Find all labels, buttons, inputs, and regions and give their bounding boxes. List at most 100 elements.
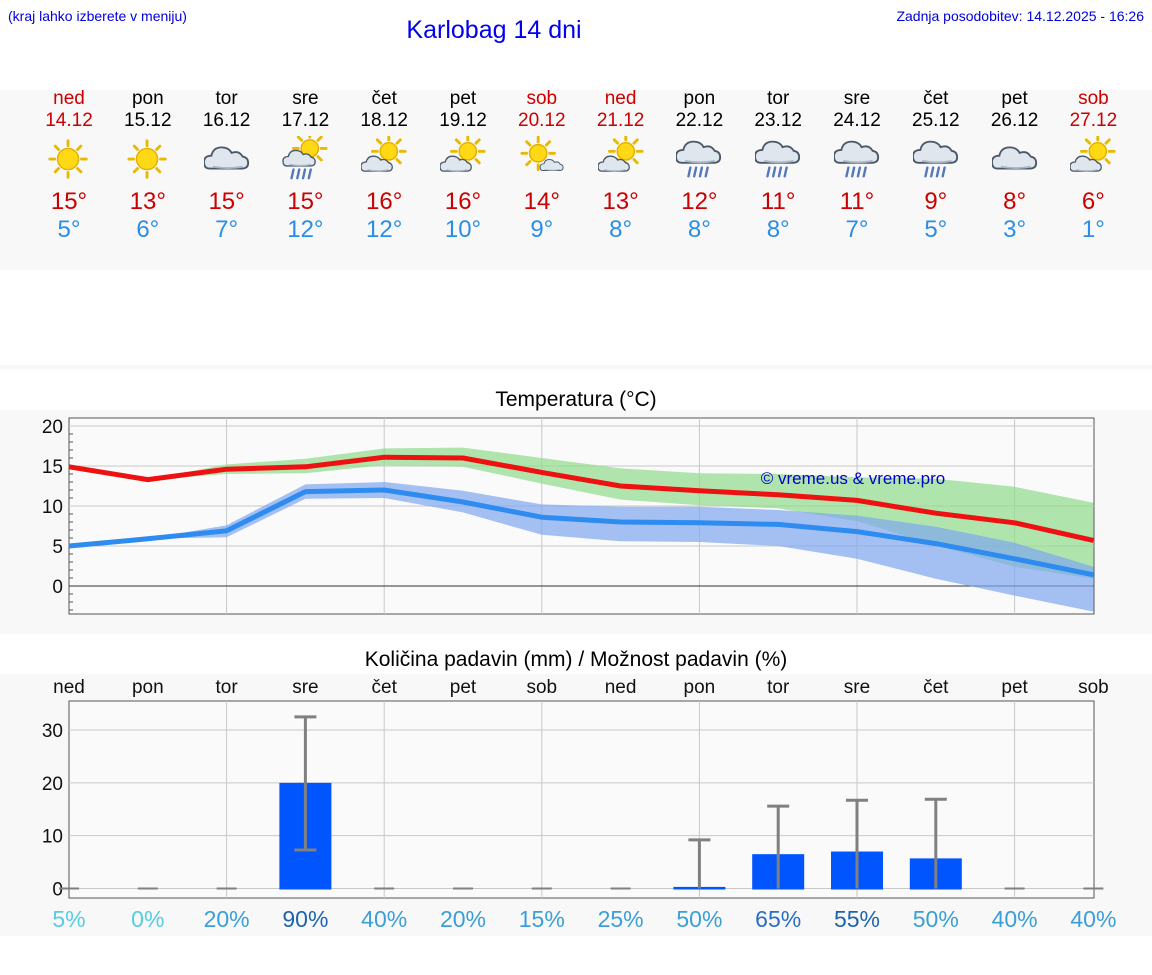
- max-temp-line: [68, 454, 1094, 543]
- day-name: pon: [683, 88, 716, 109]
- y-tick-label: 5: [52, 537, 63, 558]
- day-column: pon 15.12 13° 6°: [108, 88, 188, 244]
- temp-max: 11°: [839, 188, 875, 215]
- day-label: čet: [923, 677, 949, 698]
- day-date: 16.12: [202, 110, 251, 131]
- sun-cloud-icon: [361, 136, 407, 172]
- day-label: pon: [132, 677, 164, 698]
- day-date: 26.12: [990, 110, 1039, 131]
- day-name: ned: [604, 88, 637, 109]
- sun-icon: [127, 139, 167, 179]
- day-name: pon: [131, 88, 164, 109]
- day-name: čet: [923, 88, 949, 109]
- day-label: sob: [526, 677, 557, 698]
- day-name: sre: [292, 88, 319, 109]
- day-label: pon: [684, 677, 716, 698]
- cloud-icon: [991, 146, 1037, 170]
- y-tick-label: 15: [42, 457, 63, 478]
- temp-min: 9°: [530, 216, 554, 243]
- temp-max: 13°: [602, 188, 639, 215]
- cloud-rain-icon: [834, 140, 880, 178]
- day-label: sob: [1078, 677, 1109, 698]
- day-label: ned: [53, 677, 85, 698]
- precip-probability: 55%: [834, 906, 880, 932]
- temp-chart-title: Temperatura (°C): [495, 388, 657, 411]
- temp-min: 8°: [687, 216, 711, 243]
- day-name: tor: [215, 88, 238, 109]
- day-name: tor: [767, 88, 790, 109]
- day-label: pet: [450, 677, 477, 698]
- day-label: sre: [844, 677, 870, 698]
- day-name: pet: [449, 88, 477, 109]
- precip-probability: 50%: [913, 906, 959, 932]
- temp-max: 13°: [129, 188, 166, 215]
- cloud-rain-icon: [755, 140, 801, 178]
- day-date: 20.12: [518, 110, 566, 131]
- y-tick-label: 30: [42, 721, 63, 742]
- precip-probability: 40%: [992, 906, 1038, 932]
- y-tick-label: 10: [42, 827, 63, 848]
- precip-probability: 25%: [598, 906, 644, 932]
- day-column: čet 18.12 16° 12°: [344, 88, 424, 244]
- temp-max: 12°: [681, 188, 718, 215]
- temp-min: 8°: [609, 216, 633, 243]
- day-name: pet: [1001, 88, 1028, 109]
- day-column: sob 27.12 6° 1°: [1053, 88, 1133, 244]
- location-menu-hint[interactable]: (kraj lahko izberete v meniju): [8, 8, 187, 24]
- temp-min: 7°: [845, 216, 869, 243]
- precip-probability: 20%: [440, 906, 486, 932]
- temp-max: 8°: [1003, 188, 1027, 215]
- temp-max: 11°: [760, 188, 796, 215]
- temp-min: 7°: [215, 216, 239, 243]
- precip-probability: 20%: [204, 906, 250, 932]
- last-updated: Zadnja posodobitev: 14.12.2025 - 16:26: [896, 8, 1144, 24]
- page-title: Karlobag 14 dni: [406, 16, 582, 44]
- day-column: pet 19.12 16° 10°: [423, 88, 503, 244]
- temp-max: 16°: [366, 188, 403, 215]
- precip-probability: 5%: [52, 906, 85, 932]
- y-tick-label: 0: [52, 879, 63, 900]
- day-column: pet 26.12 8° 3°: [975, 88, 1055, 244]
- temp-max: 15°: [208, 188, 245, 215]
- precip-probability: 90%: [282, 906, 328, 932]
- day-name: sre: [843, 88, 871, 109]
- day-date: 17.12: [281, 110, 330, 131]
- temp-max: 6°: [1081, 188, 1105, 215]
- day-date: 27.12: [1069, 110, 1118, 131]
- cloud-rain-icon: [676, 140, 722, 178]
- temp-min: 3°: [1003, 216, 1027, 243]
- day-name: čet: [371, 88, 397, 109]
- day-date: 25.12: [912, 110, 960, 131]
- daily-forecast: ned 14.12 15° 5° pon 15.12 13° 6° tor 16.12 15° 7°…: [0, 88, 1152, 258]
- divider: [0, 365, 1152, 369]
- day-column: čet 25.12 9° 5°: [896, 88, 976, 244]
- y-tick-label: 20: [42, 774, 63, 795]
- sun-cloud-icon: [1070, 136, 1116, 172]
- day-date: 21.12: [596, 110, 645, 131]
- precip-probability: 40%: [361, 906, 407, 932]
- watermark: © vreme.us & vreme.pro: [761, 469, 945, 488]
- day-column: sre 17.12 15° 12°: [265, 88, 345, 244]
- precip-probability: 0%: [131, 906, 164, 932]
- y-tick-label: 10: [42, 497, 63, 518]
- temp-max: 9°: [924, 188, 948, 215]
- temp-max: 14°: [523, 188, 560, 215]
- temp-min: 6°: [136, 216, 160, 243]
- precip-probability: 15%: [519, 906, 565, 932]
- day-date: 14.12: [45, 110, 93, 131]
- day-date: 18.12: [360, 110, 408, 131]
- day-name: sob: [1078, 88, 1109, 109]
- day-date: 15.12: [124, 110, 172, 131]
- day-label: tor: [216, 677, 239, 698]
- day-column: sob 20.12 14° 9°: [502, 88, 582, 244]
- precipitation-chart: 0 10 20 30 ned pon tor sre čet pet sob ned pon tor sre…: [42, 677, 1117, 932]
- day-column: tor 16.12 15° 7°: [187, 88, 267, 244]
- day-name: sob: [526, 88, 558, 109]
- day-date: 24.12: [833, 110, 881, 131]
- temp-min: 8°: [766, 216, 790, 243]
- day-column: ned 14.12 15° 5°: [29, 88, 109, 244]
- day-column: pon 22.12 12° 8°: [659, 88, 739, 244]
- sun-icon: [48, 139, 88, 179]
- temp-max: 15°: [50, 188, 88, 215]
- day-date: 19.12: [439, 110, 487, 131]
